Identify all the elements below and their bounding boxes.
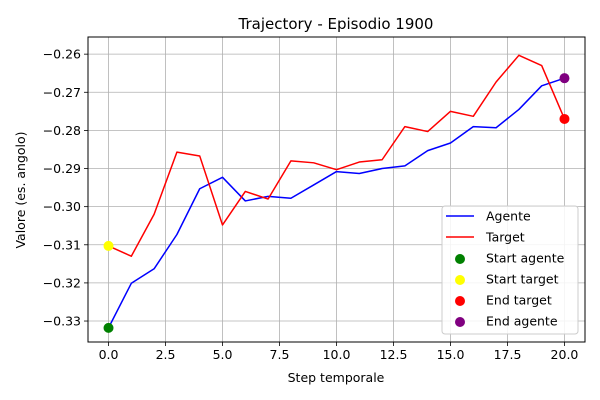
x-tick-label: 20.0 bbox=[551, 347, 579, 362]
x-axis-label: Step temporale bbox=[288, 370, 385, 385]
legend-swatch-start-target bbox=[455, 275, 465, 285]
legend-swatch-end-target bbox=[455, 296, 465, 306]
x-tick-label: 5.0 bbox=[213, 347, 233, 362]
legend-label-target: Target bbox=[485, 230, 525, 245]
markers-layer bbox=[103, 73, 570, 333]
legend-swatch-end-agente bbox=[455, 317, 465, 327]
y-tick-label: −0.33 bbox=[43, 314, 81, 329]
y-tick-label: −0.32 bbox=[43, 275, 81, 290]
legend-label-end-agente: End agente bbox=[486, 314, 558, 329]
x-tick-label: 12.5 bbox=[380, 347, 408, 362]
legend-label-agente: Agente bbox=[486, 209, 531, 224]
marker-start-agente bbox=[103, 322, 114, 333]
chart-title: Trajectory - Episodio 1900 bbox=[238, 15, 434, 33]
x-ticks: 0.0 2.5 5.0 7.5 10.0 12.5 15.0 17.5 20.0 bbox=[99, 342, 579, 362]
marker-end-agente bbox=[559, 73, 570, 84]
y-tick-label: −0.31 bbox=[43, 237, 81, 252]
y-tick-label: −0.29 bbox=[43, 161, 81, 176]
series-layer bbox=[107, 54, 566, 329]
legend-label-start-target: Start target bbox=[486, 272, 559, 287]
x-tick-label: 7.5 bbox=[270, 347, 290, 362]
x-tick-label: 15.0 bbox=[437, 347, 465, 362]
y-ticks: −0.33 −0.32 −0.31 −0.30 −0.29 −0.28 −0.27 −0.26 bbox=[43, 47, 88, 329]
legend-swatch-start-agente bbox=[455, 254, 465, 264]
legend: Agente Target Start agente Start target End … bbox=[441, 205, 579, 335]
series-line-target bbox=[108, 54, 566, 257]
x-tick-label: 10.0 bbox=[323, 347, 351, 362]
y-tick-label: −0.27 bbox=[43, 85, 81, 100]
legend-label-end-target: End target bbox=[486, 293, 552, 308]
marker-start-target bbox=[103, 240, 114, 251]
x-tick-label: 0.0 bbox=[99, 347, 119, 362]
legend-label-start-agente: Start agente bbox=[486, 251, 565, 266]
y-tick-label: −0.30 bbox=[43, 199, 81, 214]
x-tick-label: 17.5 bbox=[494, 347, 522, 362]
series-line-agente bbox=[107, 77, 565, 329]
y-tick-label: −0.28 bbox=[43, 123, 81, 138]
y-axis-label: Valore (es. angolo) bbox=[13, 131, 28, 248]
marker-end-target bbox=[559, 113, 570, 124]
y-tick-label: −0.26 bbox=[43, 47, 81, 62]
x-tick-label: 2.5 bbox=[156, 347, 176, 362]
legend-box bbox=[441, 205, 579, 335]
